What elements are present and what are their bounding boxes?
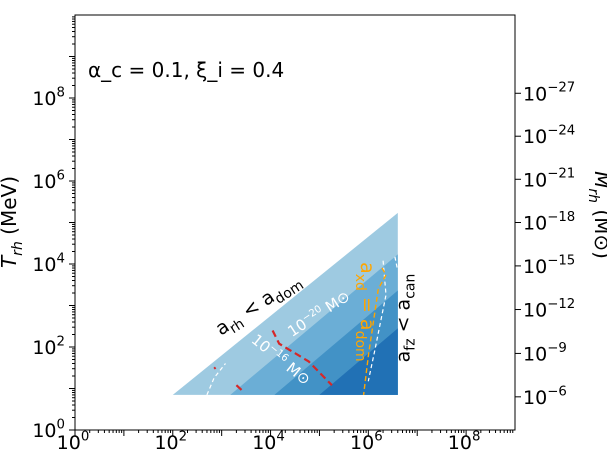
y-tick-label: 108 (32, 85, 65, 110)
white-dashed-line-1 (206, 363, 226, 396)
contour-lines (206, 256, 398, 396)
right-tick-label: 10−21 (523, 167, 575, 192)
right-tick-label: 10−12 (523, 297, 575, 322)
red-dashed-line-2 (213, 366, 217, 370)
right-tick-label: 10−9 (523, 341, 567, 366)
y-tick-label: 106 (32, 168, 65, 193)
y-axis-label-left: Trh (MeV) (0, 176, 26, 268)
x-tick-label: 100 (57, 429, 90, 450)
x-tick-label: 102 (154, 429, 187, 450)
x-tick-label: 104 (252, 429, 285, 450)
right-tick-label: 10−6 (523, 384, 567, 409)
orange-dashed-line-0 (362, 267, 387, 395)
boundary-label-2: axd = adom (352, 262, 378, 362)
right-tick-label: 10−15 (523, 253, 575, 278)
right-tick-label: 10−24 (523, 124, 575, 149)
red-dashed-line-1 (235, 384, 243, 392)
region-4 (319, 328, 398, 395)
white-dashed-line-2 (394, 256, 398, 269)
right-tick-label: 10−27 (523, 81, 575, 106)
y-axis-label-right: Mrh (M⊙) (585, 171, 607, 259)
x-tick-label: 106 (350, 429, 383, 450)
right-tick-label: 10−18 (523, 210, 575, 235)
y-tick-label: 100 (32, 417, 65, 442)
parameter-annotation: α_c = 0.1, ξ_i = 0.4 (88, 58, 284, 82)
y-tick-label: 102 (32, 334, 65, 359)
y-tick-label: 104 (32, 251, 65, 276)
x-tick-label: 108 (448, 429, 481, 450)
axes: 100 102 104 106 108 100 102 104 106 108 10−6 10−9 10… (0, 14, 607, 450)
boundary-label-1: afz < acan (393, 274, 419, 363)
